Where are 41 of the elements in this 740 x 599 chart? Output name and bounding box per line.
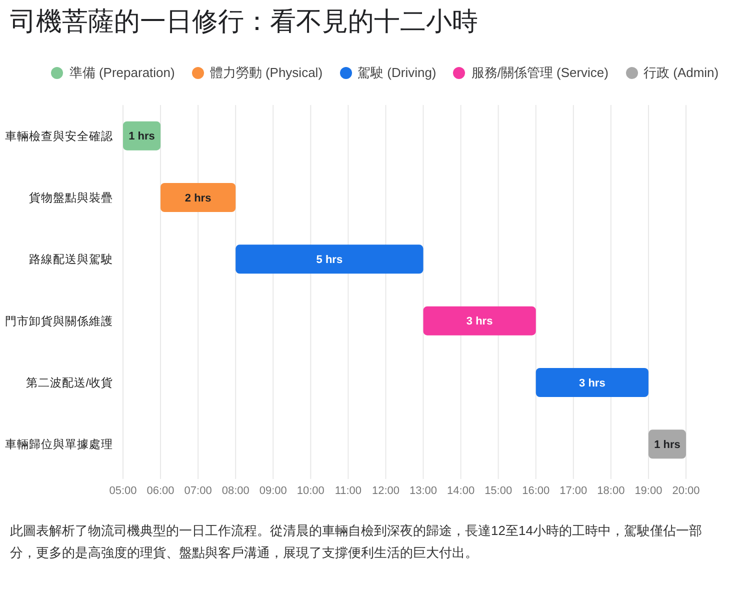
x-tick-label: 11:00	[334, 485, 362, 497]
bar	[160, 183, 236, 212]
x-tick-label: 09:00	[259, 485, 287, 497]
x-tick-label: 14:00	[447, 485, 475, 497]
text: 此圖表解析了物流司機典型的一日工作流程。從清晨的車輛自檢到深夜的歸途，長達12至14小時的工時中，駕駛僅佔一部分，更多的是高強度的理貨、盤點與客戶溝通，展現了支撐便利生活的巨大付出。	[10, 522, 703, 562]
data-label: 1 hrs	[128, 130, 155, 143]
legend-label: 準備 (Preparation)	[69, 64, 175, 82]
legend-label: 服務/關係管理 (Service)	[471, 64, 608, 82]
x-tick-label: 17:00	[560, 485, 588, 497]
data-label: 1 hrs	[654, 439, 680, 452]
x-tick-label: 16:00	[522, 485, 550, 497]
bar	[536, 368, 648, 397]
x-tick-label: 15:00	[484, 485, 512, 497]
x-tick-label: 10:00	[296, 485, 324, 497]
legend-label: 體力勞動 (Physical)	[210, 64, 323, 82]
y-tick-label: 路線配送與駕駛	[29, 253, 113, 266]
data-label: 5 hrs	[316, 254, 343, 266]
x-tick-label: 20:00	[672, 485, 700, 497]
y-tick-label: 門市卸貨與關係維護	[5, 314, 113, 328]
x-tick-label: 13:00	[410, 485, 438, 497]
x-tick-label: 08:00	[222, 485, 250, 497]
data-label: 2 hrs	[184, 192, 212, 204]
chart-title: 司機菩薩的一日修行：看不見的十二小時	[10, 5, 478, 38]
x-tick-label: 07:00	[184, 485, 212, 497]
data-label: 3 hrs	[579, 377, 606, 390]
legend-label: 駕駛 (Driving)	[358, 64, 436, 82]
y-tick-label: 貨物盤點與裝疊	[29, 192, 113, 205]
bar	[423, 306, 536, 336]
bar	[123, 121, 161, 150]
y-tick-label: 車輛檢查與安全確認	[5, 128, 113, 143]
y-tick-label: 第二波配送/收貨	[26, 376, 113, 390]
bar	[236, 244, 424, 274]
data-label: 3 hrs	[466, 316, 493, 328]
y-tick-label: 車輛歸位與單據處理	[5, 438, 113, 452]
bar	[648, 430, 686, 459]
x-tick-label: 12:00	[372, 485, 400, 497]
x-tick-label: 19:00	[634, 485, 662, 497]
x-tick-label: 18:00	[597, 485, 625, 497]
legend-label: 行政 (Admin)	[644, 64, 719, 82]
x-tick-label: 05:00	[109, 485, 137, 497]
x-tick-label: 06:00	[146, 485, 174, 497]
